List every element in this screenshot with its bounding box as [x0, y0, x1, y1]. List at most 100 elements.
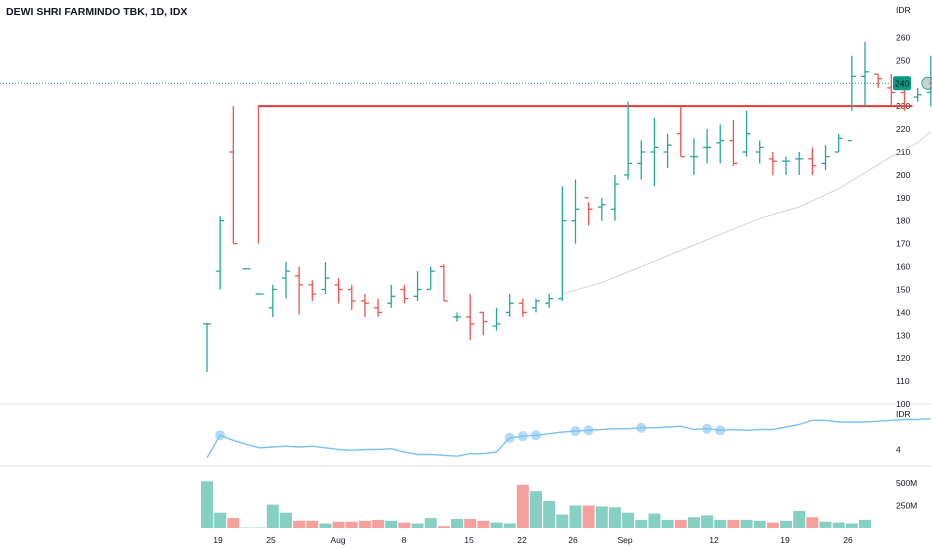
ohlc-bar	[308, 280, 317, 301]
indicator-marker	[583, 425, 594, 436]
volume-bar	[556, 514, 569, 528]
volume-bar	[503, 523, 516, 528]
volume-bar	[464, 519, 477, 528]
x-tick-label: 15	[464, 535, 474, 545]
price-tick-label: 200	[896, 170, 910, 180]
ohlc-bar	[229, 106, 238, 245]
ohlc-bar	[518, 298, 527, 317]
indicator-marker	[715, 425, 726, 436]
ohlc-bar	[597, 197, 606, 221]
volume-bar	[661, 519, 674, 528]
ohlc-bar	[374, 298, 383, 317]
ohlc-bar	[782, 156, 791, 175]
volume-bar	[714, 519, 727, 528]
volume-bar	[306, 520, 319, 528]
ohlc-bar	[295, 266, 304, 315]
volume-bar	[385, 520, 398, 528]
price-tick-label: 190	[896, 193, 910, 203]
indicator-tick-label: 4	[896, 445, 901, 455]
ohlc-bar	[453, 312, 462, 322]
ohlc-bar	[808, 147, 817, 175]
volume-bar	[293, 520, 306, 528]
ohlc-bar	[387, 284, 396, 308]
volume-bar	[530, 491, 542, 528]
volume-bar	[201, 481, 213, 528]
volume-bar	[780, 520, 793, 528]
ohlc-bar	[703, 129, 712, 164]
price-tick-label: 180	[896, 216, 910, 226]
volume-bar	[622, 512, 635, 528]
x-tick-label: 19	[213, 535, 223, 545]
volume-tick-label: 250M	[896, 501, 917, 511]
last-price-label: 240	[895, 78, 909, 88]
last-price-tag	[893, 76, 911, 91]
ohlc-bar	[466, 294, 475, 340]
price-tick-label: 140	[896, 307, 910, 317]
indicator-axis-unit: IDR	[896, 409, 911, 419]
ohlc-bar	[571, 179, 580, 244]
volume-bar	[279, 512, 292, 528]
ohlc-bar	[900, 90, 909, 111]
ohlc-bar	[742, 110, 751, 157]
x-tick-label: 12	[709, 535, 719, 545]
volume-bar	[319, 523, 332, 528]
price-tick-label: 210	[896, 147, 910, 157]
ohlc-bar	[887, 74, 896, 107]
volume-bar	[635, 519, 648, 528]
price-tick-label: 250	[896, 55, 910, 65]
ohlc-bar	[203, 323, 211, 372]
indicator-line	[206, 417, 931, 459]
moving-average-line	[562, 131, 932, 295]
ohlc-bar	[663, 133, 672, 169]
ohlc-bar	[268, 284, 277, 317]
ohlc-bar	[624, 101, 633, 180]
x-tick-label: 22	[517, 535, 527, 545]
ohlc-bar	[505, 294, 514, 317]
volume-bar	[543, 501, 556, 528]
volume-bar	[727, 519, 740, 528]
x-tick-label: 26	[568, 535, 578, 545]
price-signal-marker	[921, 76, 932, 90]
price-tick-label: 160	[896, 262, 910, 272]
indicator-marker	[531, 430, 541, 441]
ohlc-bar	[281, 261, 290, 299]
indicator-marker	[636, 422, 647, 433]
volume-bar	[806, 517, 819, 528]
chart-title: DEWI SHRI FARMINDO TBK, 1D, IDX	[6, 6, 188, 18]
ohlc-bar	[360, 294, 369, 317]
price-tick-label: 170	[896, 239, 910, 249]
volume-bar	[424, 518, 437, 528]
ohlc-bar	[584, 197, 593, 226]
ohlc-bar	[347, 284, 356, 311]
x-tick-label: Aug	[330, 535, 345, 545]
ohlc-bar	[834, 133, 843, 153]
ohlc-bar	[426, 266, 435, 291]
ohlc-bar	[821, 145, 830, 171]
ohlc-bar	[650, 117, 659, 187]
x-tick-label: 25	[266, 535, 276, 545]
volume-bar	[227, 518, 240, 528]
indicator-marker	[504, 432, 515, 443]
volume-bar	[674, 519, 687, 528]
ohlc-bar	[439, 264, 448, 302]
ohlc-bar	[479, 311, 488, 336]
ohlc-bar	[729, 119, 738, 166]
volume-tick-label: 500M	[896, 478, 917, 488]
price-tick-label: 260	[896, 32, 910, 42]
price-tick-label: 120	[896, 353, 910, 363]
volume-bar	[753, 520, 766, 528]
ohlc-bar	[861, 42, 869, 107]
ohlc-bar	[492, 307, 501, 331]
volume-bar	[766, 522, 779, 528]
ohlc-bar	[216, 216, 225, 290]
volume-bar	[687, 517, 700, 528]
volume-bar	[490, 522, 503, 528]
ohlc-bar	[755, 140, 764, 164]
volume-bar	[595, 506, 608, 528]
ohlc-bar	[400, 284, 409, 304]
volume-bar	[451, 519, 464, 528]
volume-bar	[411, 523, 424, 528]
price-tick-label: 220	[896, 124, 910, 134]
indicator-marker	[215, 430, 226, 441]
